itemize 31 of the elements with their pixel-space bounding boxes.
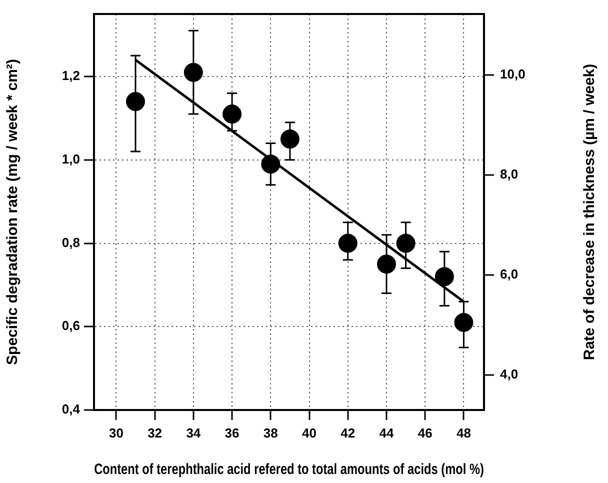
y-tick-label: 0,4 <box>62 402 81 417</box>
point <box>184 62 203 82</box>
y-tick-label: 0,8 <box>62 234 80 250</box>
y-axis-title: Specific degradation rate (mg / week * cm²) <box>4 59 22 365</box>
x-tick-label: 34 <box>186 425 202 440</box>
x-tick-label: 30 <box>108 425 124 440</box>
y-tick-label: 1,0 <box>62 151 80 166</box>
y2-tick-label: 4,0 <box>500 366 518 382</box>
y-tick-label: 0,6 <box>62 318 80 334</box>
point <box>396 234 416 253</box>
x-tick-label: 44 <box>379 425 394 440</box>
point <box>126 92 146 112</box>
point <box>434 267 454 286</box>
x-tick-label: 48 <box>456 425 471 440</box>
x-tick-label: 32 <box>148 425 162 440</box>
x-tick-label: 38 <box>263 425 278 440</box>
x-tick-label: 46 <box>418 425 432 440</box>
point <box>222 104 242 124</box>
point <box>454 312 474 332</box>
point <box>338 234 358 253</box>
x-tick-label: 36 <box>224 425 240 440</box>
y-tick-label: 1,2 <box>62 68 80 84</box>
x-axis-title: Content of terephthalic acid refered to total amounts of acids (mol %) <box>94 460 484 478</box>
y2-axis-title: Rate of decrease in thickness (µm / week) <box>581 64 598 360</box>
y2-tick-label: 8,0 <box>500 166 518 182</box>
point <box>280 130 300 149</box>
point <box>377 254 396 274</box>
x-tick-label: 42 <box>340 425 356 440</box>
y2-tick-label: 10,0 <box>500 66 526 82</box>
y2-tick-label: 6,0 <box>500 266 518 282</box>
x-tick-label: 40 <box>302 425 317 440</box>
